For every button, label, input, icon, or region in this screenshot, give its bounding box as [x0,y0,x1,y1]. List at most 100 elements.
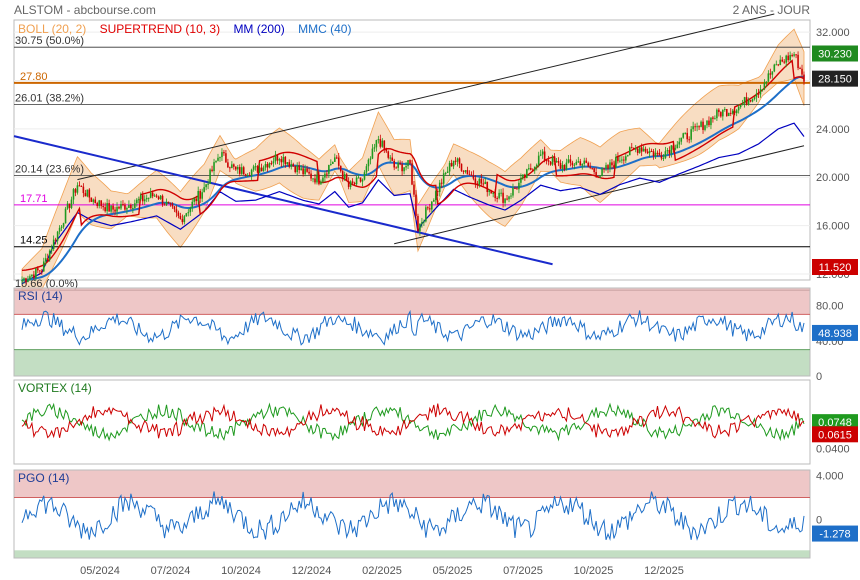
rsi-y-tick-0: 80.00 [816,301,844,313]
x-tick-8: 12/2025 [644,565,684,577]
candle-body [670,145,673,154]
candle-body [531,169,534,171]
candle-body [759,89,762,95]
candle-body [139,195,142,200]
candle-body [720,112,722,117]
candle-body [682,133,685,138]
bollinger-band [21,28,805,292]
candle-body [769,73,772,75]
candle-body [355,177,358,185]
candle-body [66,203,69,209]
candle-body [110,205,112,212]
candle-body [345,174,348,181]
candle-body [664,151,667,158]
legend-supertrend: SUPERTREND (10, 3) [99,22,221,36]
candle-body [561,164,564,169]
candle-body [165,201,168,206]
candle-body [601,168,603,177]
candle-body [114,209,116,212]
last-price-badge-bg [812,70,858,87]
candle-body [21,280,23,282]
supertrend-badge-bg [812,45,858,62]
candle-body [171,203,174,207]
candle-body [646,151,649,154]
pgo-y-tick-0: 4.000 [816,471,844,483]
candle-body [537,155,540,165]
candle-body [545,160,548,162]
candle-body [559,162,562,169]
candle-body [468,174,471,176]
candle-body [332,161,334,164]
candle-body [242,167,245,175]
vortex-minus-badge-bg [812,426,858,443]
candle-body [167,201,170,203]
rsi-last-badge-bg [812,324,858,341]
candle-body [84,193,87,197]
candle-body [448,162,451,172]
candle-body [90,197,93,202]
candle-body [488,190,491,193]
candle-body [470,174,473,176]
candle-body [761,89,764,91]
candle-body [486,181,489,193]
candle-body [363,172,366,180]
candle-body [151,192,154,197]
candle-body [209,169,211,184]
candle-body [88,189,91,198]
candle-body [708,120,710,126]
candle-body [318,174,320,185]
candle-body [223,152,225,154]
pgo-y-tick-1: 0 [816,515,822,527]
candle-body [40,271,43,273]
x-tick-7: 10/2025 [574,565,614,577]
candle-body [573,164,576,166]
candle-body [381,140,384,147]
x-tick-1: 07/2024 [151,565,191,577]
candle-body [341,171,344,179]
candle-body [280,159,283,163]
x-tick-4: 02/2025 [362,565,402,577]
hline-label-0: 27.80 [20,71,48,83]
candle-body [508,196,510,200]
candle-body [195,198,198,202]
candle-body [302,168,304,175]
candle-body [636,148,639,153]
candle-body [583,160,586,165]
candle-body [268,163,271,168]
candle-body [692,126,694,130]
candle-body [240,167,243,174]
rsi-y-tick-2: 0 [816,371,822,383]
candle-body [783,61,786,63]
vortex-plus-line [21,402,805,442]
candle-body [522,174,524,178]
candle-body [193,198,196,202]
candle-body [579,161,582,166]
candle-body [640,147,643,152]
candle-body [781,59,784,62]
candle-body [23,278,25,281]
candle-body [615,157,617,168]
candle-body [557,160,560,163]
candle-body [52,239,55,250]
candle-body [395,167,397,169]
candle-body [658,152,661,156]
candle-body [446,171,449,173]
candle-body [201,192,203,199]
candle-body [60,226,63,228]
candle-body [476,183,479,185]
pgo-line [21,491,805,541]
candle-body [567,159,570,163]
candle-body [181,218,184,223]
candle-body [589,166,591,168]
candle-body [48,250,51,260]
candle-body [37,268,39,271]
candle-body [492,192,494,194]
candle-body [690,129,692,140]
candle-body [706,120,708,126]
candle-body [712,117,714,119]
candle-body [264,164,267,168]
candle-body [611,162,613,166]
candle-body [367,159,370,167]
candle-body [136,199,138,204]
candle-body [250,169,253,176]
